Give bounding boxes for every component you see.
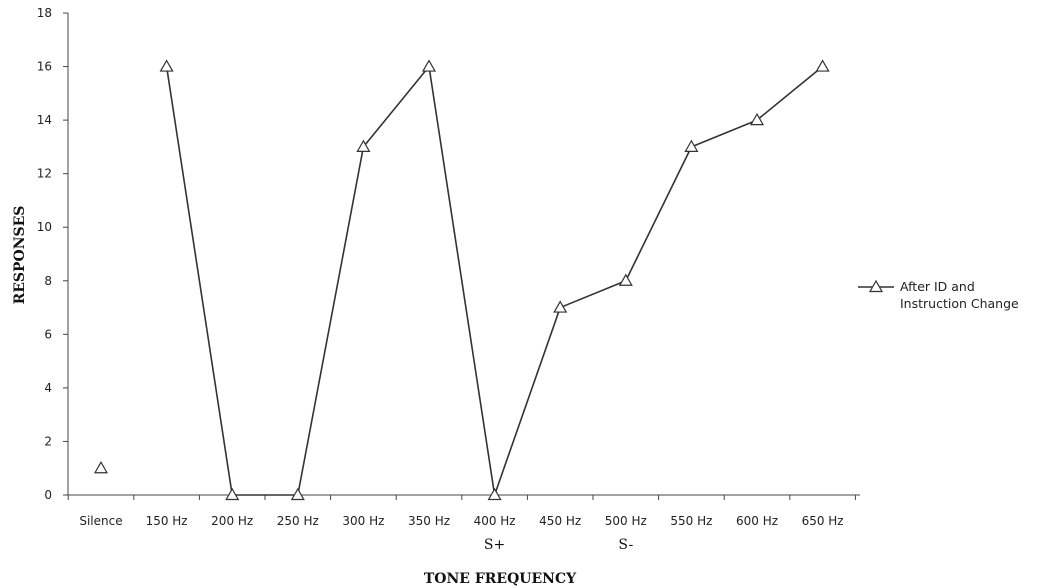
y-tick-label: 12: [37, 167, 52, 181]
x-tick-label: 200 Hz: [211, 514, 253, 528]
x-tick-label: 150 Hz: [146, 514, 188, 528]
x-tick-label: 250 Hz: [277, 514, 319, 528]
legend: After ID and Instruction Change: [858, 279, 1019, 311]
data-point: [815, 59, 830, 72]
x-tick-label: Silence: [79, 514, 122, 528]
x-tick-label: 650 Hz: [802, 514, 844, 528]
y-tick-label: 4: [44, 381, 52, 395]
y-tick-label: 2: [44, 434, 52, 448]
axes: [67, 13, 860, 496]
data-point: [225, 487, 240, 501]
data-point: [487, 487, 502, 501]
data-point: [553, 300, 568, 313]
data-point: [356, 139, 371, 152]
x-tick-label: 300 Hz: [342, 514, 384, 528]
data-point: [749, 112, 765, 126]
y-tick-label: 0: [44, 488, 52, 502]
data-point: [159, 59, 174, 72]
x-tick-label: 450 Hz: [539, 514, 581, 528]
data-point: [290, 487, 305, 501]
data-point: [684, 139, 699, 152]
x-tick-label: 600 Hz: [736, 514, 778, 528]
series-group: [93, 59, 830, 501]
x-tick-label: 500 Hz: [605, 514, 647, 528]
y-axis-ticks: 0 2 4 6 8 10 12 14 16 18: [37, 6, 68, 502]
y-tick-label: 14: [37, 113, 52, 127]
data-point: [618, 273, 633, 286]
x-tick-label: 350 Hz: [408, 514, 450, 528]
data-point: [421, 59, 437, 72]
y-tick-label: 18: [37, 6, 52, 20]
x-axis-ticks: Silence 150 Hz 200 Hz 250 Hz 300 Hz 350 Hz 400…: [67, 495, 856, 528]
category-marker-label: S+: [484, 537, 505, 553]
category-marker-label: S-: [618, 537, 633, 553]
y-axis-title: RESPONSES: [12, 206, 28, 305]
legend-marker: [868, 279, 884, 293]
y-tick-label: 16: [37, 60, 52, 74]
legend-label: After ID and: [900, 279, 975, 294]
legend-label: Instruction Change: [900, 296, 1019, 311]
y-tick-label: 10: [37, 220, 52, 234]
y-tick-label: 8: [44, 274, 52, 288]
category-markers: S+ S-: [484, 537, 634, 553]
x-axis-title: TONE FREQUENCY: [424, 571, 577, 587]
x-tick-label: 550 Hz: [670, 514, 712, 528]
y-tick-label: 6: [44, 327, 52, 341]
x-tick-label: 400 Hz: [474, 514, 516, 528]
data-point: [93, 461, 109, 474]
series-layer: [93, 59, 830, 501]
series-line: [165, 65, 824, 496]
